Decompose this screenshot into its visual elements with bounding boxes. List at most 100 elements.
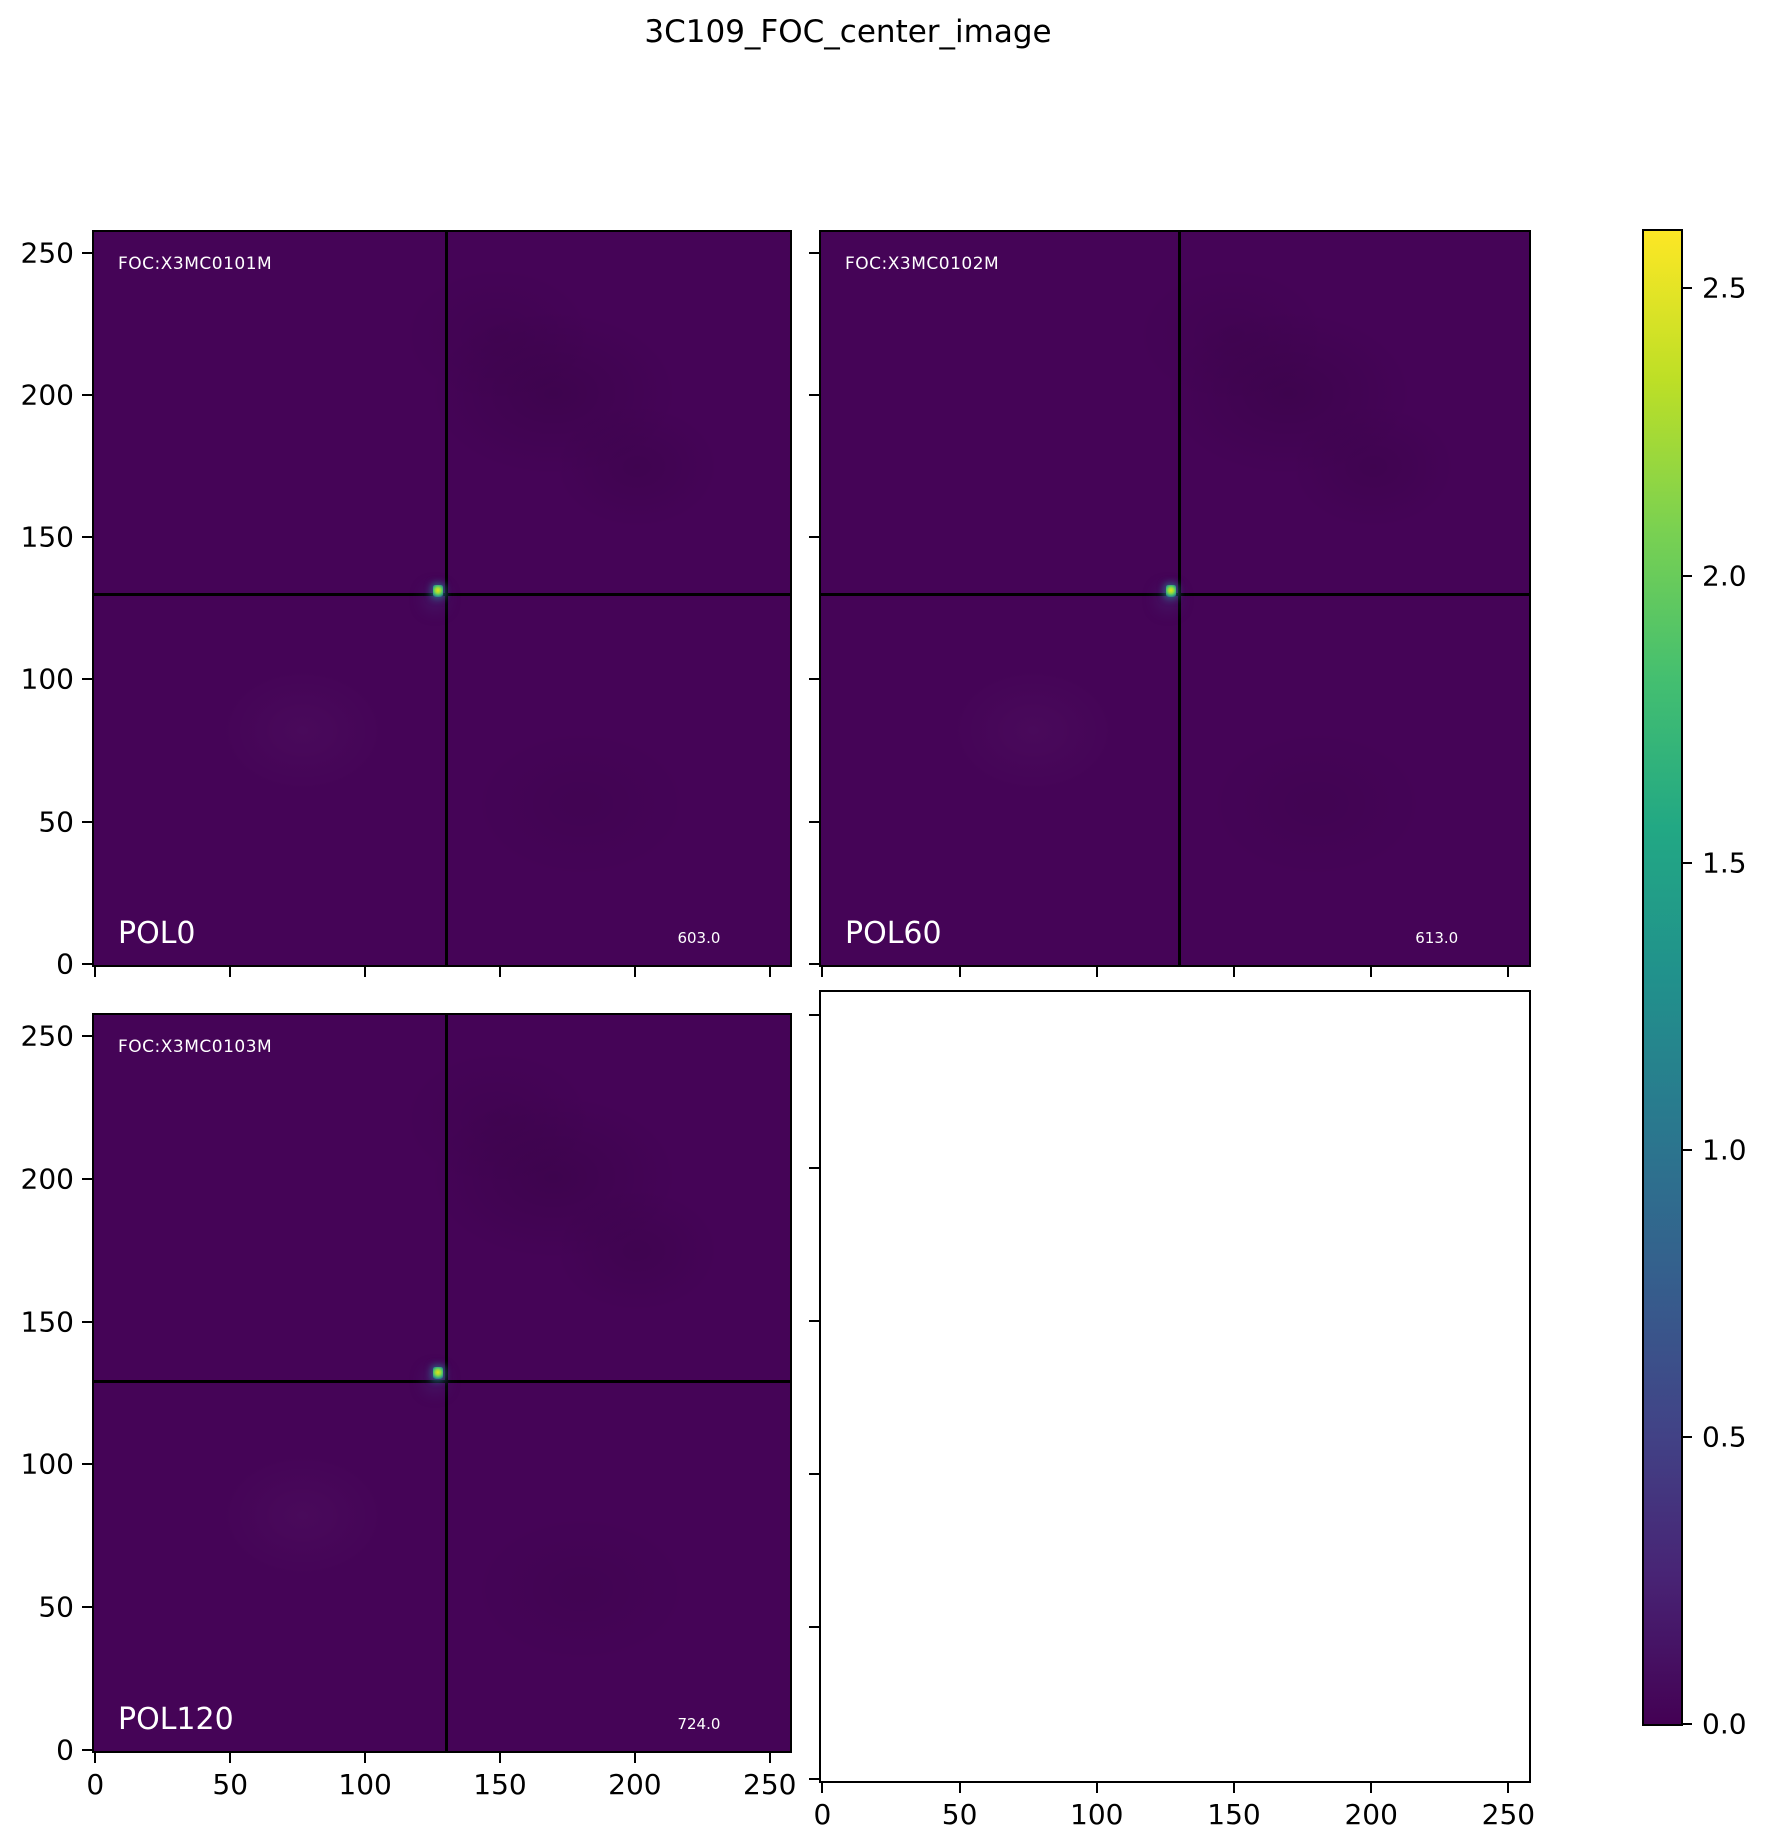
y-tick-mark [809, 1013, 819, 1016]
flux-value-label: 603.0 [677, 929, 721, 947]
panel-pol60: FOC:X3MC0102M POL60 613.0 [809, 230, 1531, 977]
foc-id-label: FOC:X3MC0103M [118, 1037, 273, 1057]
y-tick-label: 150 [20, 1305, 74, 1339]
x-tick-label: 0 [813, 1798, 832, 1827]
colorbar-tick-mark [1683, 287, 1692, 290]
y-tick-mark [82, 252, 92, 255]
y-tick-mark [809, 1625, 819, 1628]
x-tick-label: 150 [1207, 1798, 1261, 1827]
x-tick-mark [1370, 967, 1373, 977]
x-tick-mark [821, 967, 824, 977]
colorbar-tick-label: 0.0 [1702, 1707, 1747, 1741]
x-tick-mark [1370, 1783, 1373, 1793]
y-tick-label: 250 [20, 236, 74, 270]
y-tick-mark [809, 1778, 819, 1781]
x-tick-mark [364, 967, 367, 977]
x-tick-mark [94, 1753, 97, 1763]
y-tick-mark [809, 962, 819, 965]
y-tick-mark [809, 536, 819, 539]
crosshair-vertical-line [1177, 232, 1181, 965]
image-noise-texture [94, 232, 790, 965]
x-tick-label: 50 [941, 1798, 978, 1827]
panel-pol0: FOC:X3MC0101M POL0 603.0 0 50 100 150 200 250 [21, 230, 792, 980]
y-tick-mark [809, 678, 819, 681]
figure-title: 3C109_FOC_center_image [644, 14, 1052, 50]
colorbar-tick-mark [1683, 1435, 1692, 1438]
colorbar-tick-mark [1683, 1148, 1692, 1151]
x-tick-mark [1233, 967, 1235, 977]
y-tick-mark [809, 252, 819, 255]
y-tick-label: 100 [20, 662, 74, 696]
y-tick-mark [82, 536, 92, 539]
y-tick-label: 150 [20, 520, 74, 554]
x-tick-label: 100 [338, 1768, 392, 1801]
y-tick-mark [809, 1166, 819, 1169]
colorbar-tick-label: 1.0 [1702, 1133, 1747, 1167]
y-tick-label: 50 [38, 1590, 74, 1624]
y-tick-mark [809, 1319, 819, 1322]
x-tick-label: 250 [743, 1768, 797, 1801]
x-tick-label: 150 [473, 1768, 527, 1801]
x-tick-mark [364, 1753, 367, 1763]
image-noise-texture [821, 232, 1529, 965]
colorbar: 0.0 0.5 1.0 1.5 2.0 2.5 [1642, 229, 1747, 1741]
colorbar-tick-label: 0.5 [1702, 1420, 1747, 1454]
y-tick-label: 100 [20, 1447, 74, 1481]
point-source-dot [1165, 585, 1176, 598]
colorbar-tick-mark [1683, 861, 1692, 864]
crosshair-vertical-line [444, 232, 448, 965]
x-tick-mark [633, 967, 636, 977]
flux-value-label: 613.0 [1415, 929, 1459, 947]
y-tick-label: 250 [20, 1019, 74, 1053]
y-tick-mark [82, 1748, 92, 1751]
x-tick-label: 200 [608, 1768, 662, 1801]
panel-pol120: FOC:X3MC0103M POL120 724.0 0 0 50 50 100 100 1… [21, 1013, 796, 1801]
crosshair-horizontal-line [94, 1380, 790, 1384]
colorbar-tick-label: 1.5 [1702, 846, 1747, 880]
x-tick-label: 100 [1070, 1798, 1124, 1827]
x-tick-label: 250 [1481, 1798, 1536, 1827]
pol-filter-label: POL60 [845, 916, 942, 951]
panel-empty: 0 50 100 150 200 250 [809, 990, 1535, 1827]
y-tick-mark [82, 1178, 92, 1181]
x-tick-mark [768, 1753, 771, 1763]
x-tick-label: 0 [86, 1768, 105, 1801]
colorbar-tick-label: 2.0 [1702, 559, 1747, 593]
y-tick-label: 200 [20, 1162, 74, 1196]
flux-value-label: 724.0 [677, 1715, 721, 1733]
x-tick-mark [499, 967, 501, 977]
x-tick-mark [768, 967, 771, 977]
x-tick-mark [821, 1783, 824, 1793]
x-tick-mark [229, 1753, 232, 1763]
y-tick-mark [809, 1472, 819, 1475]
x-tick-mark [499, 1753, 501, 1763]
pol-filter-label: POL0 [118, 916, 196, 951]
colorbar-tick-label: 2.5 [1702, 271, 1747, 305]
y-tick-mark [82, 820, 92, 823]
x-tick-mark [958, 967, 961, 977]
x-tick-mark [1507, 967, 1510, 977]
y-tick-mark [82, 1320, 92, 1323]
foc-id-label: FOC:X3MC0102M [845, 254, 1000, 274]
y-tick-mark [82, 1035, 92, 1038]
y-tick-label: 0 [56, 1733, 74, 1767]
point-source-dot [432, 585, 443, 598]
foc-id-label: FOC:X3MC0101M [118, 254, 273, 274]
x-tick-mark [1095, 1783, 1098, 1793]
y-tick-label: 50 [38, 805, 74, 839]
x-tick-label: 50 [212, 1768, 249, 1801]
x-tick-mark [1507, 1783, 1510, 1793]
x-tick-mark [229, 967, 232, 977]
y-tick-mark [82, 1463, 92, 1466]
y-tick-mark [82, 1605, 92, 1608]
x-tick-mark [94, 967, 97, 977]
x-tick-mark [633, 1753, 636, 1763]
x-tick-label: 200 [1344, 1798, 1398, 1827]
x-tick-mark [1233, 1783, 1235, 1793]
y-tick-mark [82, 394, 92, 397]
x-tick-mark [1095, 967, 1098, 977]
y-tick-mark [82, 962, 92, 965]
y-tick-mark [809, 820, 819, 823]
y-tick-label: 200 [20, 378, 74, 412]
